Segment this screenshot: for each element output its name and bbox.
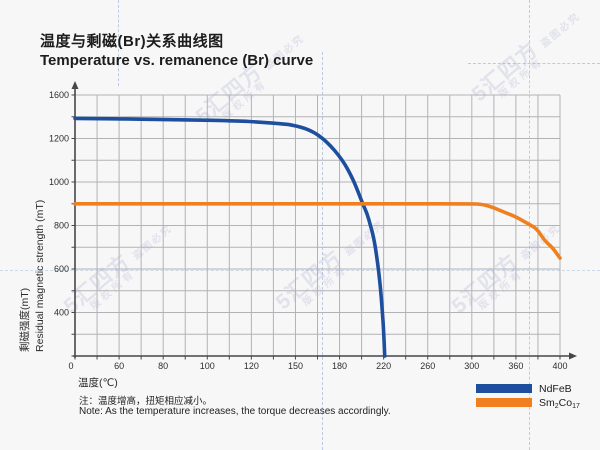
legend-label: NdFeB [539, 382, 572, 395]
y-axis-label-zh: 剩磁强度(mT) [19, 287, 31, 352]
x-tick-label: 400 [552, 361, 567, 371]
x-tick-label: 300 [464, 361, 479, 371]
legend-swatch [476, 384, 532, 393]
x-axis-label: 温度(℃) [78, 377, 118, 389]
x-tick-label: 60 [114, 361, 124, 371]
note-text-en: Note: As the temperature increases, the … [79, 406, 391, 417]
legend-item-sm2co17: Sm2Co17 [476, 396, 580, 410]
page-title-en: Temperature vs. remanence (Br) curve [40, 52, 314, 69]
page-title-zh: 温度与剩磁(Br)关系曲线图 [40, 33, 224, 50]
y-tick-label: 800 [54, 221, 69, 231]
x-tick-label: 260 [420, 361, 435, 371]
legend-item-ndfeb: NdFeB [476, 382, 580, 395]
legend-swatch [476, 398, 532, 407]
y-tick-label: 1200 [49, 134, 69, 144]
y-tick-label: 1600 [49, 90, 69, 100]
chart-legend: NdFeB Sm2Co17 [476, 382, 580, 410]
x-tick-label: 360 [508, 361, 523, 371]
y-tick-label: 1000 [49, 177, 69, 187]
y-tick-label: 600 [54, 264, 69, 274]
y-tick-label: 400 [54, 308, 69, 318]
x-tick-label: 150 [288, 361, 303, 371]
x-axis-arrow [569, 352, 577, 360]
x-tick-label: 220 [376, 361, 391, 371]
y-axis-arrow [71, 81, 79, 89]
series-curve-ndfeb [73, 116, 387, 358]
x-tick-label: 120 [244, 361, 259, 371]
x-tick-label: 180 [332, 361, 347, 371]
x-tick-label: 80 [158, 361, 168, 371]
series-curve-sm2co17 [73, 201, 562, 260]
note-text-zh: 注：温度增高，扭矩相应减小。 [79, 396, 213, 407]
x-tick-label: 100 [200, 361, 215, 371]
x-tick-label: 0 [68, 361, 73, 371]
y-axis-label-en: Residual magnetic strength (mT) [34, 199, 46, 352]
legend-label: Sm2Co17 [539, 396, 580, 410]
